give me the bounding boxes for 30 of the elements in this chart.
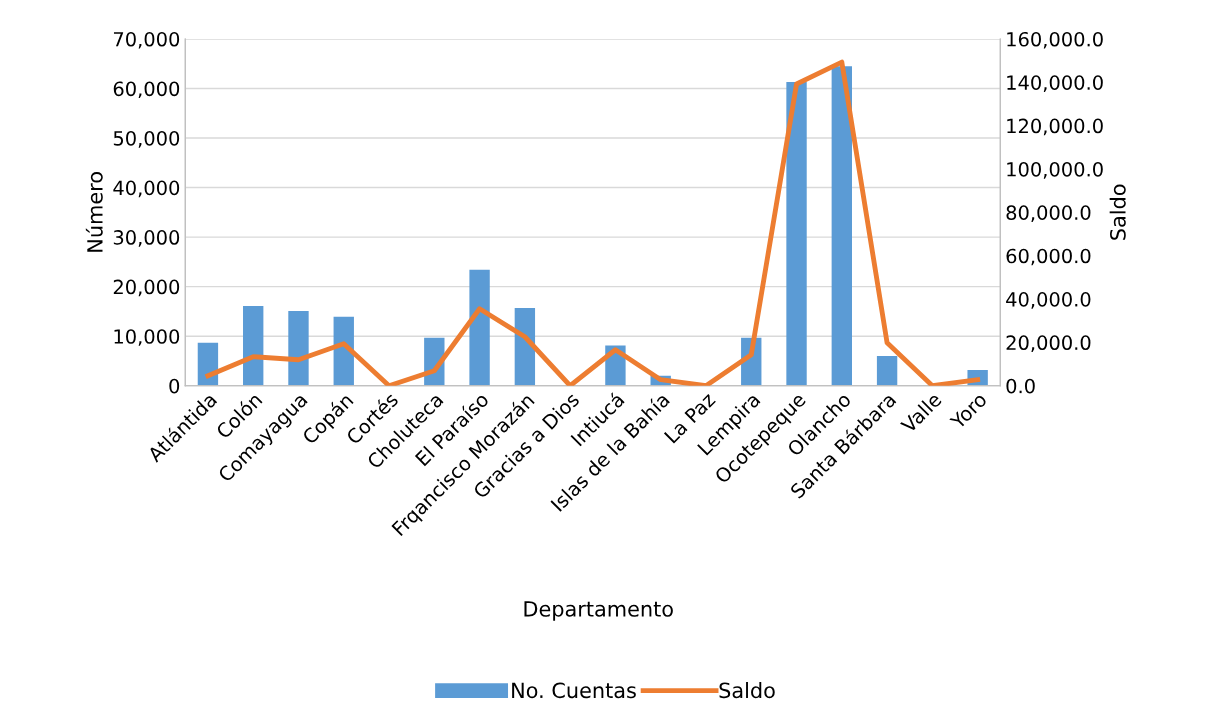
- y2-tick-label: 40,000.0: [1006, 291, 1091, 309]
- legend-label: No. Cuentas: [512, 682, 636, 699]
- y2-tick-label: 140,000.0: [1007, 75, 1103, 92]
- y2-tick-label: 60,000.0: [1006, 248, 1091, 266]
- x-axis-title: Departamento: [524, 601, 673, 621]
- y2-tick-label: 100,000.0: [1007, 161, 1103, 179]
- y-axis-title: Número: [85, 172, 103, 252]
- bar: [469, 269, 490, 386]
- line-series: [205, 59, 981, 386]
- bar: [876, 356, 898, 386]
- y-tick-label: 70,000: [113, 31, 180, 49]
- y-tick-label: 20,000: [113, 279, 180, 297]
- y-tick-label: 10,000: [114, 329, 180, 346]
- y-tick-label: 30,000: [113, 230, 180, 247]
- bar: [831, 66, 852, 386]
- x-tick-label: Yoro: [949, 391, 988, 431]
- y2-tick-label: 120,000.0: [1007, 118, 1103, 136]
- bar: [288, 310, 309, 386]
- y-tick-label: 40,000: [113, 180, 180, 198]
- y2-tick-label: 160,000.0: [1007, 31, 1103, 49]
- y2-axis-title: Saldo: [1109, 184, 1126, 240]
- y2-tick-label: 80,000.0: [1006, 205, 1091, 222]
- y2-tick-label: 20,000.0: [1006, 335, 1091, 353]
- bar: [243, 305, 264, 386]
- y-tick-label: 50,000: [113, 130, 180, 148]
- y-tick-label: 0: [169, 378, 180, 394]
- y2-tick-label: 0.0: [1006, 378, 1035, 394]
- legend-label: Saldo: [719, 682, 775, 699]
- y-tick-label: 60,000: [113, 81, 180, 99]
- bar: [786, 82, 807, 386]
